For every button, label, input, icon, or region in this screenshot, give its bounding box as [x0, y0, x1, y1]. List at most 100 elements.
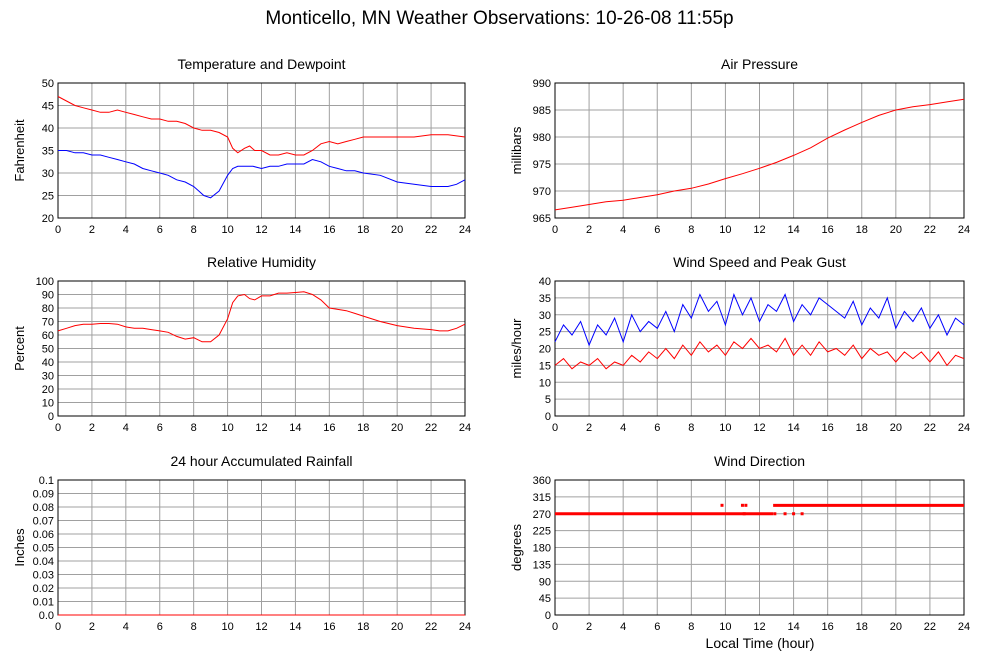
y-tick-label: 35 — [539, 293, 551, 305]
y-tick-label: 970 — [533, 186, 551, 198]
x-tick-label: 6 — [157, 422, 163, 434]
series-line — [554, 98, 965, 211]
x-tick-label: 4 — [620, 422, 626, 434]
y-axis-label: Fahrenheit — [12, 119, 27, 182]
panel-pressure: 0 2 4 6 8 10 12 14 16 18 20 22 24965970975980985990A… — [509, 56, 970, 236]
x-tick-label: 14 — [289, 621, 301, 633]
y-axis-label: degrees — [509, 524, 524, 571]
y-tick-label: 980 — [533, 132, 551, 144]
y-tick-label: 70 — [42, 317, 54, 329]
x-tick-label: 20 — [890, 621, 902, 633]
x-tick-label: 14 — [787, 621, 799, 633]
panel-wind-direction: 0 2 4 6 8 10 12 14 16 18 20 22 240459013518022527031… — [509, 453, 970, 633]
x-tick-label: 2 — [89, 422, 95, 434]
x-tick-label: 20 — [391, 422, 403, 434]
y-axis-label: Percent — [12, 326, 27, 371]
x-tick-label: 18 — [856, 224, 868, 236]
x-tick-label: 22 — [425, 224, 437, 236]
y-tick-label: 45 — [539, 593, 551, 605]
direction-point — [792, 512, 796, 516]
y-axis-label: miles/hour — [509, 318, 524, 379]
y-tick-label: 985 — [533, 105, 551, 117]
x-tick-label: 24 — [459, 422, 471, 434]
x-tick-label: 6 — [654, 224, 660, 236]
y-tick-label: 0.04 — [33, 556, 54, 568]
y-tick-label: 0.02 — [33, 583, 54, 595]
y-tick-label: 0 — [545, 610, 551, 622]
x-tick-label: 24 — [459, 621, 471, 633]
x-tick-label: 4 — [620, 224, 626, 236]
x-tick-label: 0 — [552, 224, 558, 236]
x-tick-label: 22 — [924, 621, 936, 633]
y-tick-label: 965 — [533, 213, 551, 225]
series-line — [57, 291, 466, 343]
x-tick-label: 2 — [586, 224, 592, 236]
x-tick-label: 24 — [958, 621, 970, 633]
y-tick-label: 0.0 — [39, 610, 54, 622]
plot-frame — [554, 280, 965, 417]
x-tick-label: 22 — [924, 422, 936, 434]
x-tick-label: 0 — [55, 224, 61, 236]
y-tick-label: 40 — [42, 357, 54, 369]
y-tick-label: 0.03 — [33, 570, 54, 582]
x-tick-label: 16 — [323, 621, 335, 633]
y-tick-label: 20 — [42, 384, 54, 396]
y-tick-label: 0.1 — [39, 475, 54, 487]
y-tick-label: 40 — [539, 276, 551, 288]
page-title: Monticello, MN Weather Observations: 10-… — [265, 8, 734, 29]
chart-title: Relative Humidity — [207, 254, 316, 270]
x-tick-label: 12 — [255, 224, 267, 236]
direction-point — [742, 512, 746, 516]
x-tick-label: 0 — [552, 621, 558, 633]
x-axis-label: Local Time (hour) — [706, 635, 815, 651]
x-tick-label: 16 — [323, 224, 335, 236]
y-tick-label: 30 — [539, 310, 551, 322]
y-tick-label: 20 — [539, 344, 551, 356]
y-tick-label: 100 — [36, 276, 54, 288]
x-tick-label: 10 — [221, 621, 233, 633]
x-tick-label: 18 — [856, 422, 868, 434]
x-tick-label: 22 — [425, 422, 437, 434]
y-tick-label: 10 — [42, 398, 54, 410]
x-tick-label: 14 — [289, 224, 301, 236]
x-tick-label: 0 — [552, 422, 558, 434]
direction-point — [744, 503, 748, 507]
x-tick-label: 14 — [787, 422, 799, 434]
x-tick-label: 0 — [55, 621, 61, 633]
y-tick-label: 135 — [533, 559, 551, 571]
x-tick-label: 10 — [719, 621, 731, 633]
y-tick-label: 990 — [533, 78, 551, 90]
x-tick-label: 18 — [856, 621, 868, 633]
y-tick-label: 315 — [533, 492, 551, 504]
x-tick-label: 6 — [654, 621, 660, 633]
x-tick-label: 0 — [55, 422, 61, 434]
y-tick-label: 270 — [533, 509, 551, 521]
x-tick-label: 12 — [753, 422, 765, 434]
x-tick-label: 6 — [654, 422, 660, 434]
y-tick-label: 25 — [42, 191, 54, 203]
series-line — [58, 150, 466, 199]
x-tick-label: 8 — [688, 621, 694, 633]
y-tick-label: 0.01 — [33, 597, 54, 609]
y-tick-label: 0.06 — [33, 529, 54, 541]
x-tick-label: 6 — [157, 621, 163, 633]
y-tick-label: 0 — [545, 411, 551, 423]
x-tick-label: 12 — [255, 621, 267, 633]
y-tick-label: 20 — [42, 213, 54, 225]
x-tick-label: 4 — [123, 422, 129, 434]
x-tick-label: 16 — [822, 224, 834, 236]
x-tick-label: 8 — [191, 621, 197, 633]
y-tick-label: 15 — [539, 360, 551, 372]
y-tick-label: 50 — [42, 344, 54, 356]
x-tick-label: 4 — [123, 621, 129, 633]
plot-frame — [554, 82, 965, 219]
y-tick-label: 45 — [42, 101, 54, 113]
y-tick-label: 975 — [533, 159, 551, 171]
direction-point — [740, 503, 744, 507]
x-tick-label: 10 — [719, 422, 731, 434]
series-line — [554, 337, 965, 370]
y-axis-label: Inches — [12, 528, 27, 567]
y-tick-label: 0.07 — [33, 516, 54, 528]
plot-frame — [57, 280, 466, 417]
